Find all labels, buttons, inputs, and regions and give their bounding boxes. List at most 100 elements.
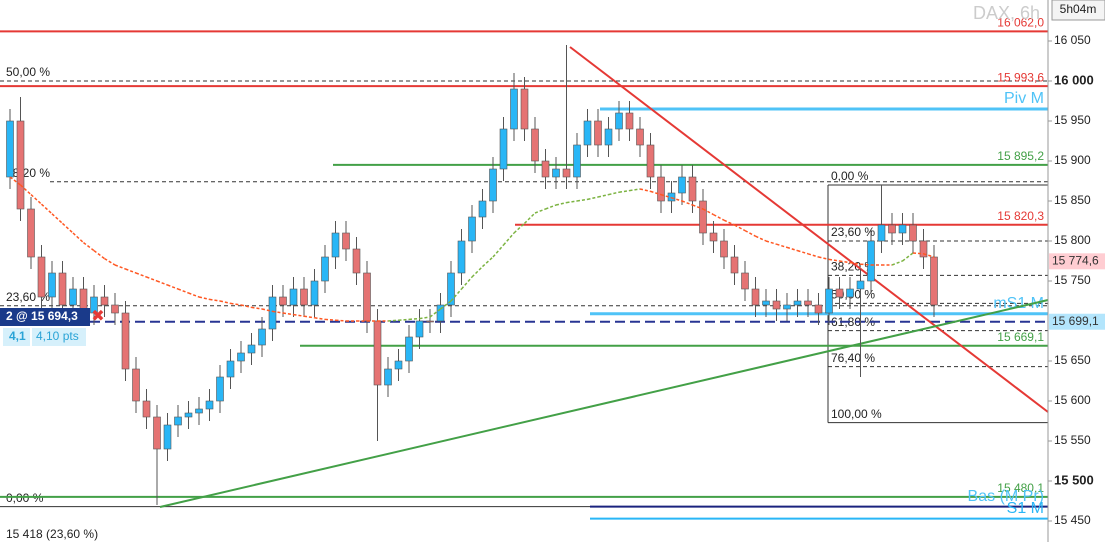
candle-body [594,120,602,146]
candle-body [573,144,581,178]
candle-body [184,412,193,418]
ma-segment [681,200,693,206]
candle-body [615,112,623,130]
close-position[interactable]: ✖ [91,308,104,325]
ma-segment [545,204,557,210]
candle-body [583,120,592,146]
level-label: S1 M [1007,500,1044,517]
candles [6,45,938,505]
ma-segment [104,257,116,266]
ma-segment [167,284,179,290]
ma-segment [19,184,32,196]
candle-body [510,88,518,130]
ma-segment [734,224,746,232]
ma-segment [639,188,651,193]
ma-segment [282,312,294,316]
y-tick-label: 15 900 [1054,153,1091,167]
candle-body [6,120,14,178]
ma-segment [839,260,851,264]
ma-segment [776,243,788,249]
ma-segment [912,252,924,255]
ma-segment [240,304,252,309]
ma-segment [93,250,105,260]
price-label: 15 699,1 [1052,314,1099,328]
candle-body [552,168,560,178]
candle-body [289,288,298,306]
ma-segment [597,193,609,198]
candle-body [436,304,445,322]
fib-label: 38,20 % [831,260,875,274]
candle-body [363,272,371,322]
candle-body [877,224,886,242]
ma-segment [188,292,200,298]
ma-segment [40,203,53,215]
ma-segment [702,208,714,216]
y-tick-label: 15 450 [1054,513,1091,527]
ma-segment [828,258,840,262]
candle-body [541,160,550,178]
candle-body [237,352,245,362]
candle-body [195,408,203,414]
candle-body [562,168,571,178]
position-pts: 4,10 pts [36,329,79,343]
ma-segment [744,229,756,237]
candle-body [163,424,172,450]
ma-segment [83,242,95,252]
candle-body [678,176,686,194]
ma-segment [797,249,809,255]
ma-segment [335,319,347,322]
candle-body [499,128,508,170]
ma-segment [261,308,273,313]
candle-body [27,208,35,258]
ma-segment [555,201,567,206]
y-tick-label: 15 550 [1054,433,1091,447]
ma-segment [849,261,861,265]
candle-body [909,224,917,242]
ma-segment [125,268,137,274]
price-box [1049,253,1105,270]
candle-body [478,200,487,218]
ma-segment [923,253,935,258]
ma-segment [671,197,683,202]
candle-body [709,232,718,242]
candle-body [310,280,319,306]
chart-title: DAX, 6h [973,3,1040,23]
ma-segment [51,213,64,224]
candle-body [919,240,928,258]
level-label: 15 669,1 [997,330,1044,344]
candle-body [730,256,739,274]
trendline-up [159,299,1049,508]
ma-segment [660,193,672,199]
y-tick-label: 15 650 [1054,353,1091,367]
candle-body [699,200,707,234]
qty-box [3,328,30,346]
pts-box [32,328,86,346]
candle-body [751,288,760,306]
ma-segment [534,208,546,214]
ma-segment [450,288,463,302]
ma-segment [293,313,305,317]
candle-body [667,192,676,202]
ma-segment [481,256,494,268]
candle-body [373,320,382,386]
position-qty: 4,1 [9,329,26,343]
candle-body [300,288,308,306]
candle-body [405,336,413,362]
candle-body [520,88,529,130]
ma-segment [272,310,284,314]
ma-segment [408,317,420,321]
candle-body [898,224,907,234]
candle-body [258,328,266,346]
candle-body [247,344,256,354]
candle-body [835,288,844,298]
fib-label: 76,40 % [831,351,875,365]
candle-body [720,240,728,258]
candle-body [384,368,392,386]
candle-body [111,304,119,314]
fib-label: 50,00 % [6,65,50,79]
candle-body [205,400,214,410]
candle-body [58,272,67,306]
ma-segment [807,253,819,258]
ma-segment [860,263,872,266]
